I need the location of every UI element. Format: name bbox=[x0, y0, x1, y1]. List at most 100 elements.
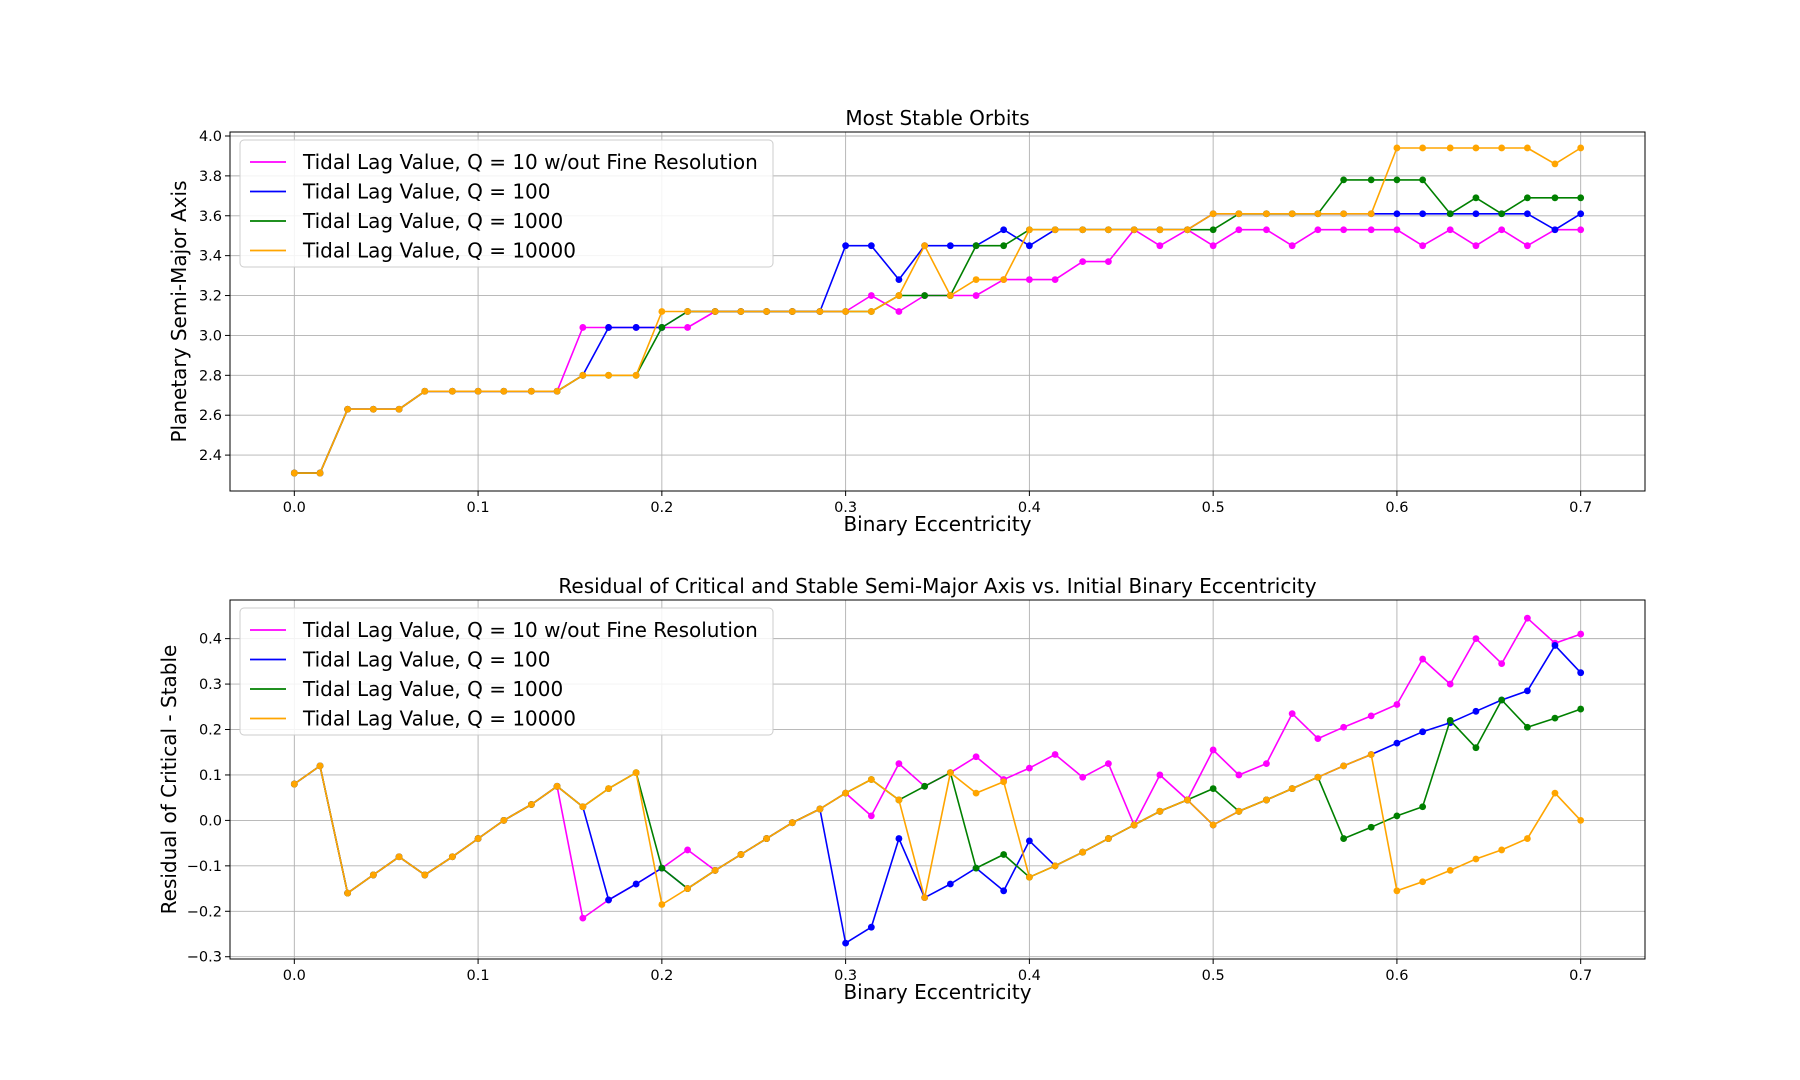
x-tick-label: 0.1 bbox=[467, 500, 490, 516]
data-point bbox=[1367, 751, 1375, 758]
data-point bbox=[867, 242, 875, 250]
data-point bbox=[684, 885, 691, 892]
legend-label: Tidal Lag Value, Q = 100 bbox=[302, 180, 551, 204]
data-point bbox=[1393, 226, 1401, 234]
data-point bbox=[684, 308, 691, 315]
data-point bbox=[1523, 194, 1531, 202]
y-tick-label: 3.0 bbox=[199, 328, 222, 344]
data-point bbox=[1472, 707, 1480, 715]
x-tick-label: 0.0 bbox=[283, 968, 306, 984]
data-point bbox=[1209, 785, 1217, 792]
data-point bbox=[1209, 746, 1217, 754]
data-point bbox=[1472, 635, 1480, 643]
data-point bbox=[816, 805, 824, 813]
data-point bbox=[1523, 210, 1531, 218]
data-point bbox=[1156, 226, 1164, 234]
data-point bbox=[763, 835, 770, 842]
x-tick-label: 0.3 bbox=[834, 968, 857, 984]
data-point bbox=[1288, 242, 1296, 250]
data-point bbox=[763, 308, 770, 315]
y-tick-label: 4.0 bbox=[199, 129, 222, 145]
data-point bbox=[842, 789, 850, 797]
data-point bbox=[1000, 276, 1008, 283]
data-point bbox=[1523, 144, 1531, 152]
data-point bbox=[1000, 778, 1008, 786]
data-point bbox=[632, 880, 640, 888]
data-point bbox=[1393, 812, 1401, 820]
data-point bbox=[1340, 835, 1348, 842]
data-point bbox=[1209, 821, 1217, 829]
x-tick-label: 0.4 bbox=[1018, 500, 1041, 516]
data-point bbox=[1577, 194, 1585, 202]
data-point bbox=[1025, 837, 1033, 845]
data-point bbox=[1367, 823, 1375, 831]
x-axis-label: Binary Eccentricity bbox=[843, 980, 1031, 1004]
x-tick-label: 0.2 bbox=[650, 500, 673, 516]
data-point bbox=[1288, 710, 1296, 718]
data-point bbox=[448, 853, 456, 861]
data-point bbox=[1263, 760, 1270, 767]
plot-frame bbox=[229, 131, 1646, 492]
data-point bbox=[1105, 226, 1112, 234]
data-point bbox=[1498, 144, 1506, 152]
data-point bbox=[658, 901, 666, 908]
data-point bbox=[344, 889, 352, 897]
data-point bbox=[316, 762, 324, 770]
legend-label: Tidal Lag Value, Q = 100 bbox=[302, 648, 551, 672]
data-point bbox=[867, 923, 875, 931]
data-point bbox=[1105, 760, 1112, 767]
data-point bbox=[1472, 210, 1480, 218]
data-point bbox=[605, 371, 612, 379]
data-point bbox=[684, 324, 691, 331]
data-point bbox=[1419, 242, 1427, 250]
data-point bbox=[1025, 276, 1033, 283]
data-point bbox=[632, 371, 640, 379]
y-tick-label: 2.4 bbox=[199, 448, 222, 464]
data-point bbox=[421, 387, 429, 395]
data-point bbox=[921, 242, 929, 250]
data-point bbox=[867, 292, 875, 299]
data-point bbox=[1472, 194, 1480, 202]
data-point bbox=[1367, 226, 1375, 234]
legend-label: Tidal Lag Value, Q = 1000 bbox=[302, 677, 563, 701]
data-point bbox=[579, 914, 587, 922]
data-point bbox=[1551, 160, 1559, 168]
data-point bbox=[658, 864, 666, 872]
series-line bbox=[293, 753, 1582, 906]
data-point bbox=[605, 324, 612, 331]
data-point bbox=[1314, 735, 1322, 743]
data-point bbox=[1472, 242, 1480, 250]
chart-2: 0.0 0.1 0.2 0.3 0.4 0.5 0.6 0.7 −0.3 −0.2 −0.1 0.0 0… bbox=[157, 574, 1646, 1004]
chart-title: Residual of Critical and Stable Semi-Maj… bbox=[558, 574, 1316, 598]
data-point bbox=[290, 780, 298, 788]
x-tick-label: 0.5 bbox=[1202, 500, 1225, 516]
data-point bbox=[895, 292, 903, 299]
x-tick-label: 0.7 bbox=[1569, 500, 1592, 516]
data-point bbox=[1472, 144, 1480, 152]
data-point bbox=[579, 324, 587, 331]
data-point bbox=[1393, 210, 1401, 218]
data-point bbox=[946, 292, 954, 299]
data-point bbox=[895, 796, 903, 804]
y-tick-label: −0.1 bbox=[187, 859, 222, 875]
y-tick-label: 3.4 bbox=[199, 249, 222, 265]
data-point bbox=[344, 405, 352, 413]
data-point bbox=[1551, 194, 1559, 202]
data-point bbox=[1446, 717, 1454, 724]
data-point bbox=[1025, 226, 1033, 234]
y-tick-label: 3.2 bbox=[199, 289, 222, 305]
data-point bbox=[1498, 660, 1506, 668]
data-point bbox=[1314, 226, 1322, 234]
data-point bbox=[737, 308, 745, 315]
data-point bbox=[1288, 785, 1296, 792]
x-tick-label: 0.6 bbox=[1385, 500, 1408, 516]
data-point bbox=[867, 812, 875, 820]
data-point bbox=[867, 308, 875, 315]
y-tick-label: 0.4 bbox=[199, 632, 222, 648]
data-point bbox=[1419, 210, 1427, 218]
y-tick-label: 2.6 bbox=[199, 408, 222, 424]
data-point bbox=[1209, 210, 1217, 218]
data-point bbox=[1419, 144, 1427, 152]
data-point bbox=[711, 866, 719, 874]
y-axis-label: Planetary Semi-Major Axis bbox=[167, 180, 191, 442]
